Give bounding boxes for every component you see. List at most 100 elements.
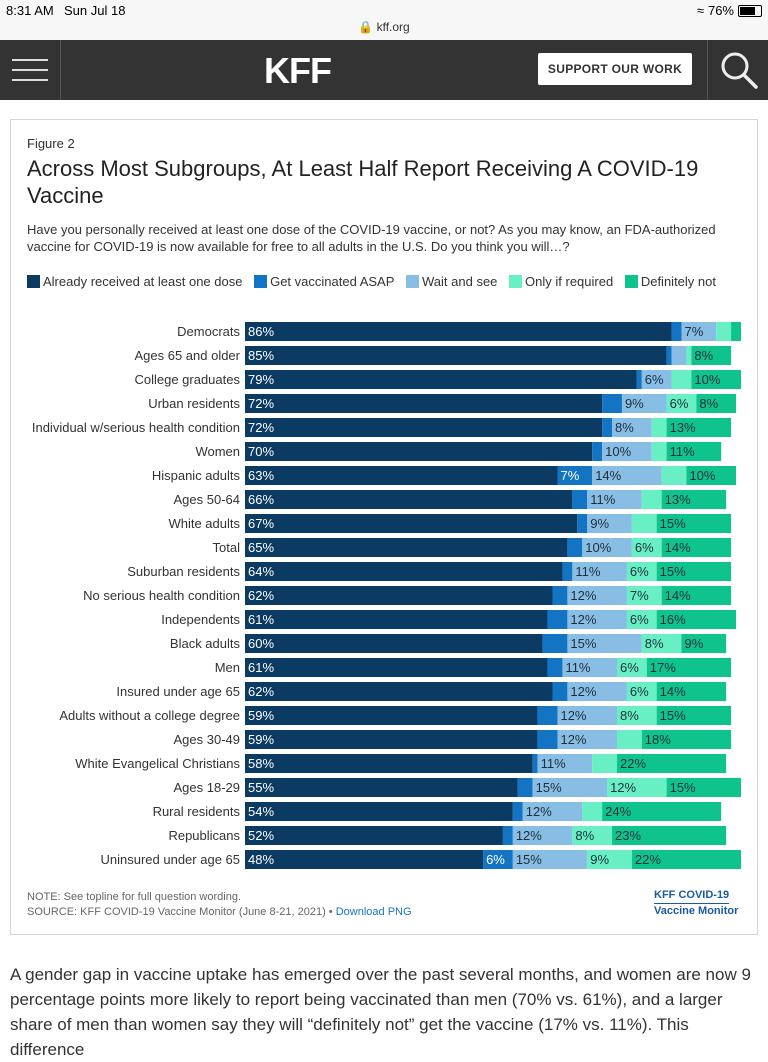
bar-segment — [681, 322, 717, 341]
data-label: 11% — [575, 564, 600, 579]
bar-segment — [617, 706, 657, 725]
bar-segment — [557, 706, 617, 725]
category-label: Hispanic adults — [152, 468, 241, 483]
data-label: 54% — [248, 804, 274, 819]
data-label: 8% — [615, 420, 634, 435]
data-label: 55% — [248, 780, 274, 795]
status-date: Sun Jul 18 — [64, 3, 126, 18]
bar-segment — [532, 754, 538, 773]
bar-segment — [522, 802, 583, 821]
kff-logo[interactable]: KFF — [264, 50, 332, 91]
search-icon — [721, 52, 758, 89]
bar-segment — [731, 322, 741, 341]
bar-segment — [656, 610, 737, 629]
bar-segment — [666, 442, 722, 461]
bar-segment — [245, 754, 533, 773]
data-label: 65% — [248, 540, 274, 555]
address-bar[interactable]: 🔒 kff.org — [0, 20, 768, 34]
bar-segment — [651, 418, 667, 437]
bar-segment — [562, 562, 573, 581]
site-header: KFF SUPPORT OUR WORK — [0, 40, 768, 100]
data-label: 59% — [248, 732, 274, 747]
search-button[interactable] — [707, 40, 768, 100]
bar-segment — [681, 634, 727, 653]
support-our-work-button[interactable]: SUPPORT OUR WORK — [538, 53, 692, 85]
bar-segment — [557, 466, 593, 485]
bar-segment — [661, 586, 732, 605]
data-label: 24% — [605, 804, 631, 819]
data-label: 12% — [526, 804, 552, 819]
bar-segment — [661, 538, 732, 557]
download-png-link[interactable]: Download PNG — [335, 906, 412, 918]
data-label: 11% — [670, 444, 695, 459]
bar-segment — [245, 586, 553, 605]
battery-icon — [738, 4, 762, 17]
bar-segment — [592, 442, 603, 461]
bar-segment — [656, 562, 732, 581]
data-label: 63% — [248, 468, 274, 483]
data-label: 7% — [630, 588, 649, 603]
bar-segment — [587, 490, 642, 509]
bar-segment — [671, 370, 692, 389]
legend-item: Wait and see — [406, 274, 497, 289]
bar-segment — [547, 658, 563, 677]
legend-label: Already received at least one dose — [43, 274, 243, 289]
status-bar: 8:31 AM Sun Jul 18 🔒 kff.org ≈ 76% — [0, 0, 768, 40]
hamburger-menu-icon-line — [12, 79, 48, 81]
status-indicators: ≈ 76% — [697, 3, 762, 18]
bar-segment — [567, 586, 627, 605]
data-label: 11% — [565, 660, 590, 675]
data-label: 8% — [620, 708, 639, 723]
figure-source: SOURCE: KFF COVID-19 Vaccine Monitor (Ju… — [27, 905, 412, 920]
data-label: 12% — [560, 708, 586, 723]
bar-segment — [245, 442, 593, 461]
legend-label: Get vaccinated ASAP — [270, 274, 395, 289]
bar-segment — [245, 370, 637, 389]
category-label: Men — [215, 660, 240, 675]
data-label: 15% — [660, 516, 686, 531]
category-label: Uninsured under age 65 — [101, 852, 241, 867]
data-label: 72% — [248, 420, 274, 435]
data-label: 9% — [590, 852, 609, 867]
data-label: 9% — [625, 396, 644, 411]
bar-segment — [612, 826, 727, 845]
data-label: 10% — [605, 444, 631, 459]
figure-label: Figure 2 — [27, 136, 75, 151]
bar-segment — [661, 466, 687, 485]
category-label: White adults — [168, 516, 240, 531]
bar-segment — [245, 730, 538, 749]
bar-segment — [532, 778, 608, 797]
bar-segment — [641, 370, 672, 389]
category-label: Independents — [161, 612, 240, 627]
category-label: Suburban residents — [127, 564, 240, 579]
bar-segment — [582, 802, 603, 821]
legend-swatch — [509, 275, 523, 288]
bar-segment — [691, 370, 741, 389]
category-label: Ages 65 and older — [134, 348, 240, 363]
bar-segment — [592, 466, 662, 485]
data-label: 12% — [570, 588, 596, 603]
brand-line-2: Vaccine Monitor — [654, 905, 739, 917]
data-label: 61% — [248, 660, 274, 675]
hamburger-menu-button[interactable] — [0, 40, 61, 100]
data-label: 14% — [595, 468, 621, 483]
category-label: Ages 18-29 — [174, 780, 241, 795]
data-label: 18% — [645, 732, 671, 747]
bar-segment — [245, 658, 548, 677]
category-label: Total — [213, 540, 241, 555]
bar-segment — [671, 322, 682, 341]
bar-segment — [577, 514, 588, 533]
bar-segment — [245, 322, 672, 341]
data-label: 12% — [610, 780, 636, 795]
legend-label: Only if required — [525, 274, 614, 289]
data-label: 10% — [585, 540, 611, 555]
bar-segment — [245, 490, 573, 509]
bar-segment — [245, 706, 538, 725]
category-label: Women — [195, 444, 240, 459]
bar-segment — [592, 754, 617, 773]
bar-segment — [245, 418, 603, 437]
data-label: 7% — [560, 468, 579, 483]
data-label: 15% — [660, 708, 686, 723]
category-label: Insured under age 65 — [116, 684, 240, 699]
figure-notes: NOTE: See topline for full question word… — [27, 890, 412, 920]
